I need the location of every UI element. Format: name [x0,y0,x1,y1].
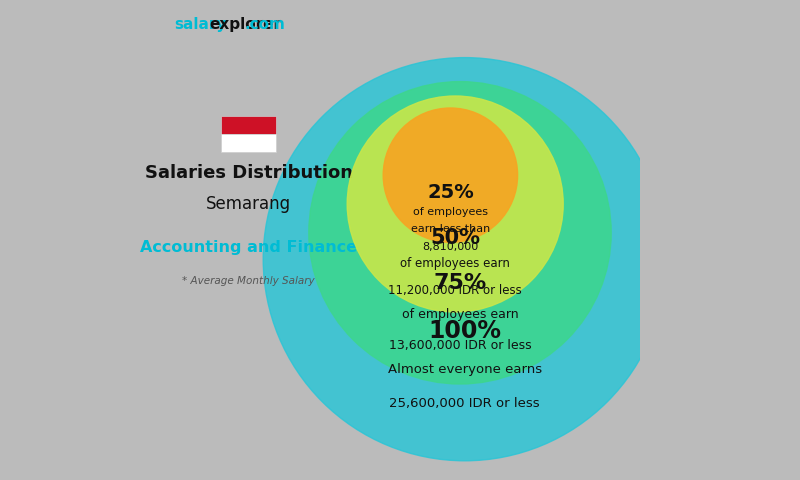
Bar [221,117,277,134]
Text: 100%: 100% [428,319,502,343]
Circle shape [263,58,666,461]
Text: 13,600,000 IDR or less: 13,600,000 IDR or less [389,339,531,352]
Text: 11,200,000 IDR or less: 11,200,000 IDR or less [388,284,522,297]
Text: * Average Monthly Salary: * Average Monthly Salary [182,276,315,286]
Text: 25%: 25% [427,182,474,202]
Bar [221,134,277,153]
Text: 25,600,000 IDR or less: 25,600,000 IDR or less [390,396,540,410]
Circle shape [347,96,563,312]
Text: Semarang: Semarang [206,195,291,213]
Text: of employees earn: of employees earn [402,308,518,321]
Text: Almost everyone earns: Almost everyone earns [388,363,542,376]
Text: 8,810,000: 8,810,000 [422,242,478,252]
Text: 75%: 75% [434,273,486,293]
Circle shape [309,82,611,384]
Text: 50%: 50% [430,228,480,248]
Text: explorer: explorer [210,17,282,32]
Text: .com: .com [245,17,286,32]
Circle shape [383,108,518,242]
Text: of employees: of employees [413,207,488,217]
Text: earn less than: earn less than [410,224,490,234]
Text: of employees earn: of employees earn [400,257,510,271]
Text: salary: salary [174,17,226,32]
Text: Accounting and Finance: Accounting and Finance [140,240,358,255]
Text: Salaries Distribution: Salaries Distribution [145,164,353,182]
